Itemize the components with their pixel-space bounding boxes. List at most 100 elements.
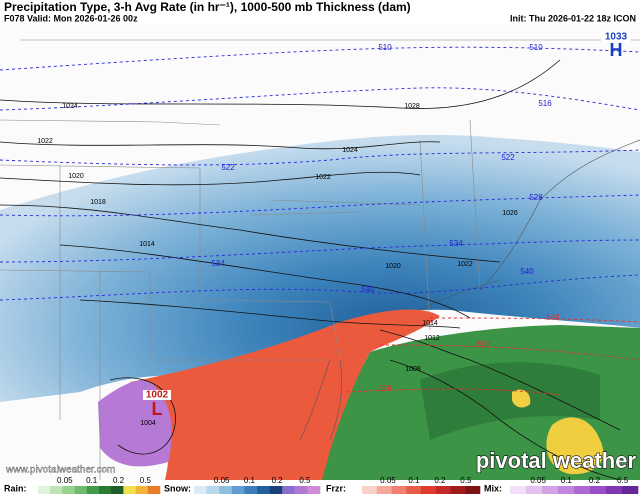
legend-label: Mix: bbox=[484, 483, 502, 493]
pressure-label: 1022 bbox=[315, 174, 331, 181]
legend-tick: 0.5 bbox=[617, 476, 629, 485]
legend-swatch bbox=[406, 486, 422, 494]
legend-swatch bbox=[590, 486, 607, 494]
legend-swatch bbox=[219, 486, 233, 494]
legend-swatch bbox=[74, 486, 88, 494]
thickness-label: 534 bbox=[449, 239, 463, 248]
legend-swatch bbox=[542, 486, 559, 494]
legend-swatch bbox=[194, 486, 207, 494]
thickness-label: 516 bbox=[538, 99, 552, 108]
rain-heavy-patch bbox=[512, 389, 531, 408]
pressure-label: 1024 bbox=[62, 103, 78, 110]
low-letter: L bbox=[152, 399, 163, 419]
legend-tick: 0.2 bbox=[589, 476, 601, 485]
legend-swatch bbox=[147, 486, 161, 494]
pressure-label: 1012 bbox=[424, 335, 440, 342]
legend-label: Rain: bbox=[4, 483, 27, 493]
legend-tick: 0.2 bbox=[113, 476, 125, 485]
pressure-label: 1024 bbox=[342, 147, 358, 154]
legend-label: Frzr: bbox=[326, 483, 346, 493]
thickness-label: 510 bbox=[378, 43, 392, 52]
mix-area bbox=[98, 380, 172, 467]
warm-thickness-contours bbox=[339, 317, 640, 396]
legend-swatch bbox=[391, 486, 407, 494]
thickness-label: 510 bbox=[529, 43, 543, 52]
legend-tick: 0.1 bbox=[561, 476, 573, 485]
legend-swatch bbox=[135, 486, 149, 494]
legend-tick: 0.05 bbox=[57, 476, 73, 485]
pressure-contours bbox=[0, 59, 621, 481]
pressure-label: 1008 bbox=[405, 366, 421, 373]
header-background bbox=[0, 0, 640, 25]
legend-swatch bbox=[526, 486, 543, 494]
legend-swatch bbox=[465, 486, 481, 494]
legend-swatch bbox=[50, 486, 63, 494]
legend-tick: 0.05 bbox=[214, 476, 230, 485]
legend-swatch bbox=[574, 486, 591, 494]
legend-swatch bbox=[450, 486, 466, 494]
pressure-label: 1028 bbox=[404, 103, 420, 110]
legend-swatch bbox=[606, 486, 623, 494]
legend-tick: 0.5 bbox=[299, 476, 311, 485]
pressure-label: 1004 bbox=[140, 420, 156, 427]
legend-swatch bbox=[510, 486, 527, 494]
legend-swatch bbox=[86, 486, 100, 494]
legend-swatch bbox=[435, 486, 451, 494]
legend-swatch bbox=[282, 486, 296, 494]
pressure-label: 1026 bbox=[502, 210, 518, 217]
legend-tick: 0.05 bbox=[530, 476, 546, 485]
legend-tick: 0.1 bbox=[244, 476, 256, 485]
watermark-brand: pivotal weather bbox=[476, 448, 637, 473]
pressure-label: 1022 bbox=[37, 138, 53, 145]
legend-label: Snow: bbox=[164, 483, 191, 493]
legend-swatch bbox=[376, 486, 392, 494]
pressure-label: 1022 bbox=[457, 261, 473, 268]
rain-heavy-area bbox=[420, 362, 600, 440]
low-pressure: 1002 bbox=[146, 390, 169, 401]
thickness-label: 522 bbox=[501, 153, 515, 162]
thickness-contours bbox=[0, 46, 640, 301]
title: Precipitation Type, 3-h Avg Rate (in hr⁻… bbox=[4, 0, 411, 14]
legend-swatch bbox=[99, 486, 112, 494]
legend-tick: 0.2 bbox=[434, 476, 446, 485]
legend-swatch bbox=[622, 486, 639, 494]
thickness-label: 558 bbox=[378, 384, 392, 393]
legend-tick: 0.5 bbox=[460, 476, 472, 485]
pressure-label: 1018 bbox=[90, 199, 106, 206]
thickness-label: 540 bbox=[520, 267, 534, 276]
legend-swatch bbox=[244, 486, 258, 494]
thickness-label: 552 bbox=[477, 340, 491, 349]
thickness-label: 534 bbox=[211, 259, 225, 268]
legend-swatch bbox=[111, 486, 124, 494]
freezing-rain-area bbox=[130, 309, 440, 480]
high-box bbox=[601, 32, 631, 42]
pressure-label: 1014 bbox=[422, 320, 438, 327]
legend-tick: 0.05 bbox=[380, 476, 396, 485]
pressure-label: 1020 bbox=[68, 173, 84, 180]
watermark-url: www.pivotalweather.com bbox=[5, 465, 116, 476]
legend-swatch bbox=[206, 486, 220, 494]
legend-swatch bbox=[269, 486, 283, 494]
legend-swatch bbox=[362, 486, 378, 494]
thickness-label: 522 bbox=[221, 163, 235, 172]
legend-swatch bbox=[307, 486, 321, 494]
pressure-label: 1014 bbox=[139, 241, 155, 248]
thickness-label: 546 bbox=[546, 313, 560, 322]
legend-swatch bbox=[257, 486, 270, 494]
legend-swatch bbox=[294, 486, 308, 494]
init-time: Init: Thu 2026-01-22 18z ICON bbox=[510, 13, 636, 23]
legend-swatch bbox=[38, 486, 51, 494]
legend-swatch bbox=[123, 486, 136, 494]
borders bbox=[0, 39, 640, 480]
valid-time: F078 Valid: Mon 2026-01-26 00z bbox=[4, 13, 138, 23]
legend-swatch bbox=[421, 486, 437, 494]
thickness-label: 528 bbox=[529, 193, 543, 202]
legend-tick: 0.1 bbox=[408, 476, 420, 485]
high-letter: H bbox=[610, 40, 623, 60]
legend-swatch bbox=[231, 486, 245, 494]
low-box bbox=[143, 390, 171, 400]
legend-tick: 0.5 bbox=[140, 476, 152, 485]
snow-area bbox=[0, 134, 640, 402]
